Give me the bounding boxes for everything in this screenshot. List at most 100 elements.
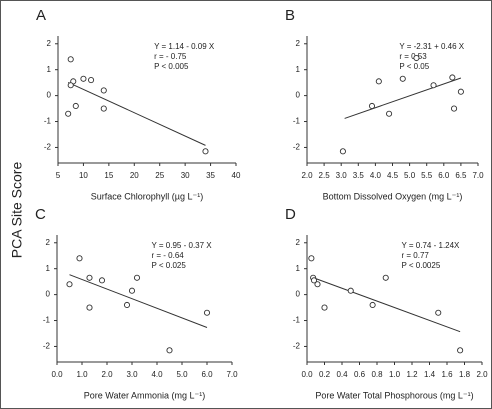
fit-line [344,77,462,119]
annotation: Y = -2.31 + 0.46 X [399,42,464,51]
point [72,102,79,110]
point [399,75,406,82]
annotation: Y = 0.95 - 0.37 X [152,241,213,250]
y-tick-label: 1 [46,264,51,273]
fit-line [69,274,208,328]
x-tick-label: 1.0 [389,370,401,379]
point [308,255,315,262]
x-tick-label: 3.5 [353,171,365,180]
panel-label: D [285,206,296,223]
point [451,105,458,112]
x-tick-label: 4.5 [387,171,399,180]
point [435,309,442,316]
point [133,274,141,281]
point [457,347,464,354]
x-axis-label: Bottom Dissolved Oxygen (mg L⁻¹) [323,191,463,201]
y-tick-label: -2 [293,342,301,351]
point [98,277,106,284]
x-tick-label: 0.0 [301,370,313,379]
point [166,347,173,354]
x-tick-label: 0.6 [354,370,366,379]
annotation: r = 0.77 [402,251,430,260]
point [202,148,209,155]
point [80,75,87,82]
point [368,102,376,110]
x-tick-label: 10 [79,171,88,180]
point [386,110,393,117]
point [100,87,107,94]
shared-y-label: PCA Site Score [9,162,25,259]
x-tick-label: 5.0 [404,171,416,180]
x-tick-label: 15 [104,171,113,180]
x-tick-label: 0.8 [371,370,383,379]
x-tick-label: 7.0 [472,171,484,180]
y-tick-label: -2 [43,342,51,351]
y-tick-label: 1 [47,65,52,74]
y-tick-label: 1 [296,264,301,273]
x-axis-label: Pore Water Total Phosphorous (mg L⁻¹) [315,390,473,400]
point [369,301,376,309]
x-tick-label: 1.0 [76,370,88,379]
y-tick-label: 2 [296,39,301,48]
fit-line [311,276,461,333]
x-tick-label: 0.2 [319,370,331,379]
x-tick-label: 4.0 [151,370,163,379]
point [65,110,72,117]
y-tick-label: 0 [46,290,51,299]
y-tick-label: 2 [47,39,52,48]
point [88,77,95,84]
point [339,148,346,155]
x-tick-label: 0.4 [336,370,348,379]
point [375,78,382,85]
annotation: P < 0.025 [152,261,187,270]
x-axis-label: Surface Chlorophyll (µg L⁻¹) [91,191,203,201]
point [76,255,83,262]
x-tick-label: 20 [130,171,139,180]
x-tick-label: 4.0 [370,171,382,180]
x-tick-label: 1.4 [424,370,436,379]
x-tick-label: 2.0 [476,370,488,379]
x-tick-label: 1.2 [406,370,418,379]
x-tick-label: 5.0 [176,370,188,379]
point [67,56,74,63]
x-tick-label: 5 [56,171,61,180]
point [449,74,456,81]
point [382,274,389,281]
point [123,301,131,309]
annotation: r = - 0.64 [152,251,185,260]
y-tick-label: 0 [296,91,301,100]
point [86,274,93,281]
x-tick-label: 6.5 [455,171,467,180]
fit-line [67,81,206,146]
y-tick-label: -2 [293,143,301,152]
y-tick-label: -1 [293,117,301,126]
y-tick-label: -2 [44,143,52,152]
y-tick-label: 1 [296,65,301,74]
point [314,281,321,288]
point [457,88,464,95]
x-tick-label: 7.0 [226,370,238,379]
panel-label: B [285,7,295,24]
x-tick-label: 3.0 [126,370,138,379]
x-tick-label: 3.0 [336,171,348,180]
annotation: P < 0.005 [154,62,189,71]
point [66,281,73,288]
annotation: r = 0.53 [399,52,427,61]
annotation: r = - 0.75 [154,52,187,61]
panel-label: A [36,7,46,24]
annotation: P < 0.05 [399,62,429,71]
x-tick-label: 25 [155,171,164,180]
x-tick-label: 35 [206,171,215,180]
y-tick-label: -1 [293,316,301,325]
x-tick-label: 5.5 [421,171,433,180]
y-tick-label: 0 [47,91,52,100]
x-tick-label: 1.6 [441,370,453,379]
y-tick-label: 2 [296,238,301,247]
x-tick-label: 1.8 [459,370,471,379]
annotation: P < 0.0025 [402,261,441,270]
point [86,304,93,311]
x-tick-label: 40 [232,171,241,180]
y-tick-label: -1 [44,117,52,126]
